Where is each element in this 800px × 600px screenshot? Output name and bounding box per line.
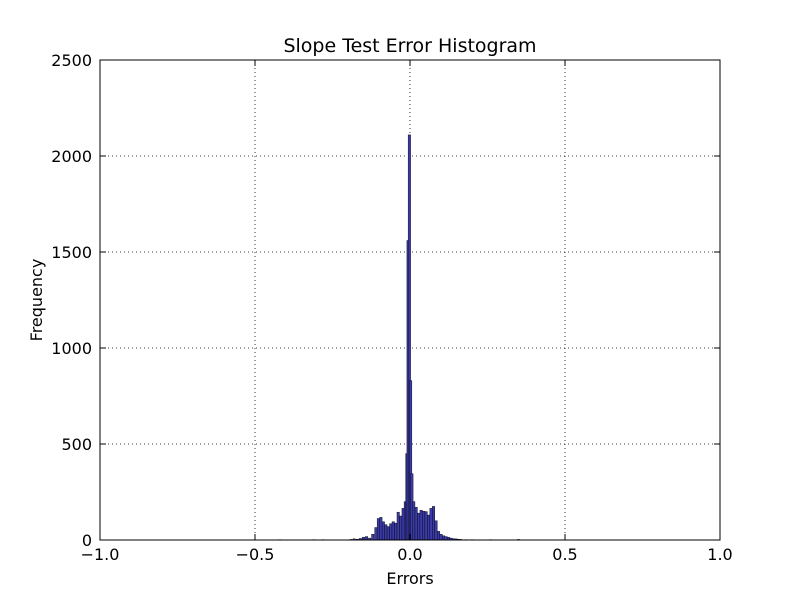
histogram-bar (394, 522, 398, 541)
histogram-bar (389, 523, 393, 541)
chart-title: Slope Test Error Histogram (283, 35, 536, 57)
y-tick-label: 500 (61, 435, 92, 454)
axis-tick-labels: −1.0 −0.5 0.0 0.5 1.0 0 500 1000 1500 2000 2500 (51, 51, 732, 564)
histogram-bar (399, 515, 403, 541)
histogram-bar (444, 536, 448, 541)
histogram-bar (376, 518, 380, 541)
histogram-bar (381, 521, 385, 541)
histogram-bar (427, 514, 431, 541)
histogram-bar (417, 512, 421, 541)
histogram-bar (442, 535, 445, 541)
histogram-bar (419, 510, 423, 541)
histogram-bars (278, 134, 520, 541)
y-tick-label: 2500 (51, 51, 92, 70)
x-axis-label: Errors (386, 569, 433, 588)
histogram-bar (391, 521, 395, 541)
y-tick-label: 1500 (51, 243, 92, 262)
histogram-bar (412, 501, 416, 541)
y-tick-label: 0 (82, 531, 92, 550)
y-tick-label: 1000 (51, 339, 92, 358)
histogram-bar (374, 527, 378, 541)
axis-ticks (99, 59, 721, 541)
histogram-bar (434, 520, 438, 541)
histogram-bar (386, 526, 390, 541)
y-tick-label: 2000 (51, 147, 92, 166)
x-tick-label: −1.0 (81, 545, 120, 564)
histogram-bar (439, 534, 443, 541)
histogram-bar (414, 507, 418, 541)
x-tick-label: 0.0 (397, 545, 422, 564)
histogram-bar (384, 524, 388, 541)
histogram-bar (437, 531, 440, 541)
x-tick-label: 0.5 (552, 545, 577, 564)
histogram-bar (371, 534, 375, 541)
histogram-bar (396, 511, 400, 541)
y-axis-label: Frequency (27, 259, 46, 342)
x-tick-label: 1.0 (707, 545, 732, 564)
histogram-bar (422, 511, 426, 541)
histogram-bar (429, 508, 433, 541)
histogram-bar (424, 511, 428, 541)
histogram-bar (432, 506, 436, 541)
histogram-bar (379, 517, 383, 541)
histogram-bar (365, 536, 369, 541)
x-tick-label: −0.5 (236, 545, 275, 564)
